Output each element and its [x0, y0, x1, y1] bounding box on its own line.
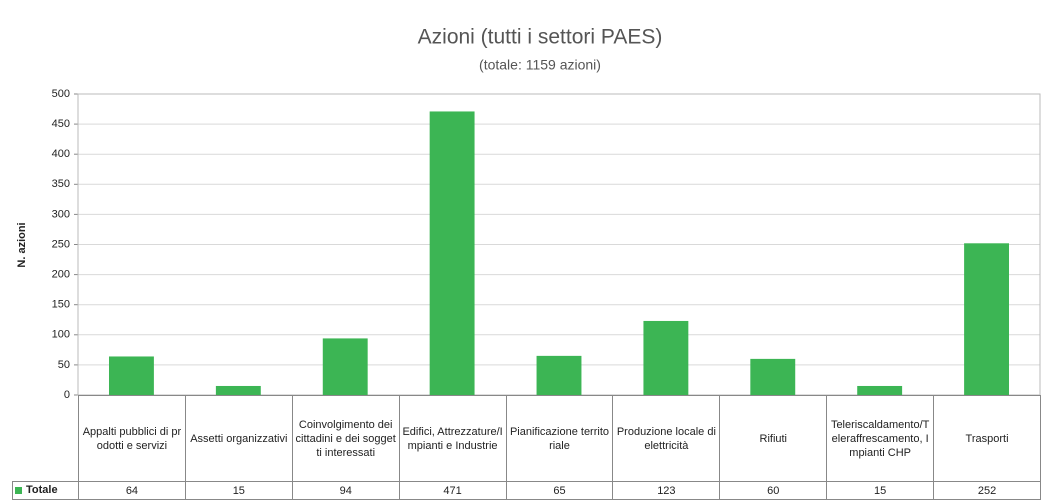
table-value: 471 [398, 481, 507, 500]
y-axis-label: N. azioni [16, 222, 28, 267]
table-value: 94 [291, 481, 400, 500]
chart-title: Azioni (tutti i settori PAES) [418, 26, 663, 49]
category-cell: Edifici, Attrezzature/Impianti e Industr… [398, 395, 507, 482]
y-tick-label: 250 [52, 238, 70, 250]
bar [215, 385, 261, 395]
category-cell: Rifiuti [719, 395, 828, 482]
table-value: 65 [505, 481, 614, 500]
bar [536, 355, 582, 395]
y-tick-label: 200 [52, 269, 70, 281]
category-cell: Teleriscaldamento/Teleraffrescamento, Im… [826, 395, 935, 482]
table-value: 64 [78, 481, 186, 500]
table-value: 15 [184, 481, 293, 500]
category-cell: Produzione locale di elettricità [612, 395, 721, 482]
category-cell: Assetti organizzativi [184, 395, 293, 482]
y-tick-label: 100 [52, 329, 70, 341]
bar [964, 243, 1010, 395]
y-tick-label: 350 [52, 178, 70, 190]
table-value: 252 [933, 481, 1041, 500]
table-value: 60 [719, 481, 828, 500]
category-cell: Pianificazione territoriale [505, 395, 614, 482]
category-cell: Appalti pubblici di prodotti e servizi [78, 395, 186, 482]
table-value: 123 [612, 481, 721, 500]
bar [643, 320, 689, 395]
y-tick-label: 0 [64, 389, 70, 401]
y-tick-label: 500 [52, 88, 70, 100]
legend-swatch [15, 487, 22, 494]
chart-subtitle: (totale: 1159 azioni) [479, 57, 601, 73]
y-tick-label: 400 [52, 148, 70, 160]
table-value: 15 [826, 481, 935, 500]
bar [857, 385, 903, 395]
legend-label: Totale [26, 484, 58, 496]
category-cell: Trasporti [933, 395, 1041, 482]
y-tick-label: 150 [52, 299, 70, 311]
category-cell: Coinvolgimento dei cittadini e dei sogge… [291, 395, 400, 482]
bar [322, 338, 368, 395]
bar [750, 358, 796, 395]
bar [429, 111, 475, 395]
y-tick-label: 450 [52, 118, 70, 130]
bar [108, 356, 154, 395]
y-tick-label: 50 [58, 359, 70, 371]
y-tick-label: 300 [52, 208, 70, 220]
